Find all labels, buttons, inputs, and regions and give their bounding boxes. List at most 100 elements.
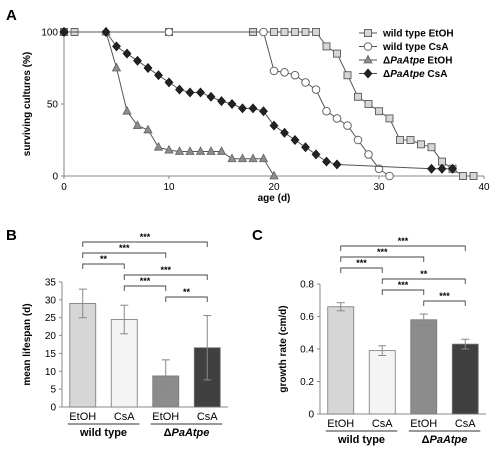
data-point-wt_etoh (280, 28, 289, 36)
y-tick-label: 0.4 (300, 345, 314, 356)
group-label: wild type (79, 427, 127, 439)
significance-label: *** (140, 276, 151, 286)
data-point-wt_etoh (427, 143, 436, 152)
data-point-pa_csa (185, 87, 195, 98)
data-point-wt_etoh (396, 136, 404, 144)
significance-label: *** (439, 291, 450, 301)
data-point-pa_csa (301, 142, 310, 153)
y-tick-label: 35 (45, 278, 57, 289)
significance-label: ** (100, 254, 108, 264)
group-prefix: Δ (422, 434, 430, 446)
legend-label-wt_csa: wild type CsA (382, 42, 449, 53)
data-point-pa_etoh (164, 144, 174, 154)
bar-wt_csa (368, 350, 396, 415)
x-tick-label: EtOH (327, 418, 354, 430)
data-point-pa_etoh (216, 146, 227, 155)
significance-bracket (381, 289, 425, 295)
data-point-wt_csa (269, 66, 279, 76)
legend-prefix: Δ (383, 69, 390, 80)
data-point-pa_csa (154, 70, 163, 81)
x-tick-label: CsA (114, 411, 135, 423)
group-prefix: wild type (337, 434, 385, 446)
data-point-pa_csa (259, 106, 268, 117)
data-point-pa_etoh (185, 146, 195, 155)
data-point-pa_csa (437, 163, 447, 174)
y-tick-label: 5 (50, 385, 56, 396)
data-point-pa_csa (269, 120, 279, 131)
x-tick-label: CsA (372, 418, 393, 430)
significance-bracket (340, 256, 425, 262)
significance-label: ** (183, 287, 191, 297)
data-point-pa_csa (206, 91, 216, 102)
group-prefix: wild type (79, 427, 127, 439)
data-point-pa_csa (322, 156, 331, 167)
x-tick-label: CsA (455, 418, 476, 430)
data-point-wt_etoh (385, 114, 394, 123)
data-point-pa_csa (311, 149, 321, 160)
panel-label-c: C (252, 227, 263, 244)
y-axis-title: mean lifespan (d) (22, 303, 33, 385)
legend-prefix: wild type (382, 42, 426, 53)
data-point-pa_etoh (174, 146, 185, 155)
data-point-wt_etoh (291, 28, 299, 36)
data-point-pa_csa (59, 27, 69, 37)
data-point-pa_etoh (111, 62, 122, 72)
data-point-pa_etoh (195, 146, 206, 155)
significance-label: *** (140, 232, 151, 242)
growth-chart: 0 0.2 0.4 0.6 0.8 growth rate (cm/d) EtOH CsA Et… (278, 236, 486, 446)
data-point-pa_csa (290, 135, 300, 145)
x-tick-label: 10 (163, 182, 175, 193)
data-point-pa_etoh (258, 153, 269, 163)
data-point-wt_csa (164, 27, 174, 37)
panel-label-a: A (6, 7, 17, 24)
group-label: ΔPaAtpe (422, 434, 468, 446)
x-tick-label: EtOH (69, 411, 96, 423)
data-point-pa_csa (175, 84, 184, 95)
legend-suffix: CsA (429, 42, 449, 53)
data-point-pa_etoh (227, 153, 237, 163)
significance-bracket (82, 263, 125, 269)
legend-label-pa_etoh: ΔPaAtpe EtOH (383, 56, 452, 67)
significance-bracket (82, 241, 208, 247)
significance-label: ** (420, 269, 428, 279)
data-point-wt_etoh (301, 28, 310, 36)
x-tick-label: 20 (268, 182, 280, 193)
x-axis-title: age (d) (258, 193, 291, 204)
data-point-wt_csa (259, 27, 268, 37)
significance-label: *** (160, 265, 171, 275)
significance-label: *** (398, 280, 409, 290)
legend-prefix: Δ (383, 56, 390, 67)
bar-pa_etoh (410, 319, 438, 415)
y-tick-label: 30 (45, 295, 57, 306)
y-tick-label: 0 (50, 403, 56, 414)
group-label: ΔPaAtpe (164, 427, 210, 439)
data-point-pa_etoh (206, 146, 216, 155)
data-point-pa_csa (427, 163, 436, 174)
significance-label: *** (356, 258, 367, 268)
x-tick-label: 40 (478, 182, 490, 193)
legend-prefix: wild type (382, 29, 426, 40)
data-point-wt_etoh (406, 136, 415, 144)
group-label: wild type (337, 434, 385, 446)
y-axis-title: surviving cultures (%) (22, 52, 33, 156)
lifespan-chart: 0 5 10 15 20 25 30 35 mean lifespan (d) EtOH CsA Et… (22, 232, 228, 439)
data-point-pa_csa (122, 48, 132, 59)
data-point-pa_csa (280, 127, 289, 138)
data-point-wt_etoh (333, 49, 341, 58)
data-point-pa_csa (332, 159, 342, 170)
y-tick-label: 0.2 (300, 377, 314, 388)
data-point-pa_csa (101, 27, 111, 37)
data-point-wt_etoh (375, 107, 383, 116)
legend-label-wt_etoh: wild type EtOH (382, 29, 454, 40)
data-point-pa_csa (238, 103, 247, 114)
data-point-wt_csa (332, 114, 342, 123)
legend-marker-wt_csa (363, 42, 373, 51)
legend-suffix: EtOH (427, 56, 452, 67)
y-tick-label: 20 (45, 331, 57, 342)
y-tick-label: 0.8 (300, 280, 314, 291)
data-point-wt_csa (311, 85, 321, 94)
data-point-wt_csa (290, 70, 300, 80)
data-point-pa_csa (217, 96, 226, 107)
y-tick-label: 25 (45, 313, 57, 324)
data-point-pa_csa (196, 87, 205, 98)
